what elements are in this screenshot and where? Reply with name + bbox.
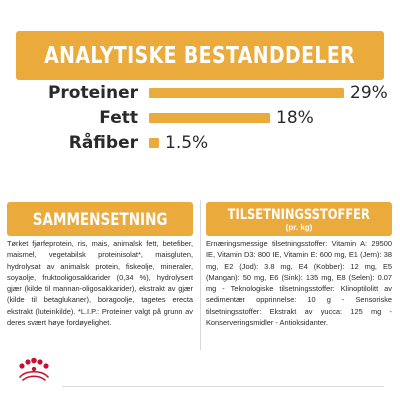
composition-text: Tørket fjørfeprotein, ris, mais, animals…: [7, 239, 193, 328]
royal-canin-crown-logo-icon: [19, 357, 49, 381]
nutrient-label: Proteiner: [47, 83, 138, 103]
additives-text: Ernæringsmessige tilsetningsstoffer: Vit…: [206, 239, 392, 328]
nutrient-value: 1.5%: [165, 133, 209, 153]
nutrient-value: 18%: [276, 108, 314, 128]
nutrient-value: 29%: [350, 83, 388, 103]
nutrient-bar: [149, 88, 344, 98]
composition-header: SAMMENSETNING: [7, 202, 193, 236]
nutrient-bar: [149, 138, 159, 148]
additives-title: TILSETNINGSSTOFFER: [227, 206, 371, 223]
composition-title: SAMMENSETNING: [32, 209, 168, 229]
section-banner: ANALYTISKE BESTANDDELER: [16, 31, 384, 80]
section-title: ANALYTISKE BESTANDDELER: [44, 42, 356, 69]
footer-divider: [62, 386, 384, 387]
additives-subtitle: (pr. kg): [285, 222, 313, 232]
nutrient-label: Råfiber: [68, 133, 138, 153]
additives-header: TILSETNINGSSTOFFER (pr. kg): [206, 202, 392, 236]
nutrient-bar: [149, 113, 270, 123]
nutrient-label: Fett: [99, 108, 138, 128]
column-divider: [200, 200, 201, 350]
